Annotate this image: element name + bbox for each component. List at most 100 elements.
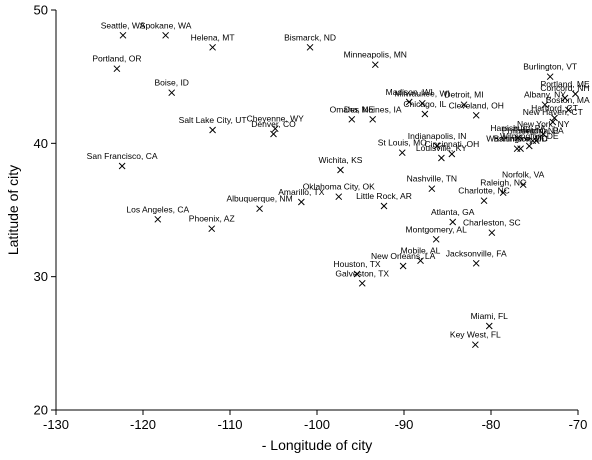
city-point: Cheyenne, WY [247, 114, 304, 133]
city-label: Nashville, TN [407, 174, 457, 184]
city-point: Wilmington, DE [500, 131, 559, 150]
x-marker [561, 94, 569, 102]
city-label: Wilmington, DE [500, 131, 559, 141]
x-marker [168, 89, 176, 97]
city-label: Miami, FL [471, 311, 509, 321]
x-marker [162, 31, 169, 39]
city-point: New Haven, CT [523, 107, 583, 126]
x-marker [546, 73, 554, 81]
city-label: Baltimore, MD [494, 134, 548, 144]
city-point: Milwaukee, WI [395, 88, 450, 107]
city-label: St Louis, MO [378, 138, 428, 148]
city-label: Indianapolis, IN [408, 131, 467, 141]
city-point: Indianapolis, IN [408, 131, 467, 150]
city-point: Portland, ME [541, 79, 590, 98]
city-label: Montgomery, AL [406, 224, 468, 234]
city-label: Milwaukee, WI [395, 88, 450, 98]
city-label: New Orleans, LA [371, 251, 436, 261]
city-label: Cheyenne, WY [247, 114, 304, 124]
x-marker [371, 61, 379, 69]
city-label: Wichita, KS [319, 155, 363, 165]
x-axis-title: - Longitude of city [262, 437, 373, 453]
x-marker [532, 137, 540, 145]
city-label: Albany, NY [524, 90, 566, 100]
city-point: Denver, CO [251, 119, 296, 138]
city-point: Amarillo, TX [278, 187, 325, 206]
city-point: Los Angeles, CA [126, 204, 190, 223]
x-marker [353, 270, 361, 278]
x-marker [306, 43, 314, 51]
city-point: Nashville, TN [407, 174, 457, 193]
city-point: Cleveland, OH [449, 100, 504, 119]
x-marker [428, 185, 436, 193]
x-marker [369, 115, 377, 123]
city-label: Oklahoma City, OK [303, 182, 375, 192]
x-marker [460, 101, 468, 109]
city-label: Norfolk, VA [502, 170, 545, 180]
city-label: Denver, CO [251, 119, 296, 129]
x-tick-label: -100 [304, 417, 330, 432]
x-marker [348, 115, 356, 123]
city-point: St Louis, MO [378, 138, 428, 157]
city-label: Trenton, NJ [514, 126, 558, 136]
city-point: Spokane, WA [140, 20, 192, 39]
x-marker [433, 142, 441, 150]
city-point: Oklahoma City, OK [303, 182, 375, 201]
city-point: Albany, NY [524, 90, 566, 109]
y-axis-ticks: 20 30 40 50 [34, 3, 56, 418]
x-axis-ticks: -130 -120 -110 -100 -90 -80 -70 [43, 410, 587, 432]
city-label: Cleveland, OH [449, 100, 504, 110]
city-point: Detroit, MI [444, 90, 484, 109]
city-label: Boise, ID [154, 78, 189, 88]
x-marker [118, 162, 126, 170]
city-label: Seattle, WA [101, 20, 146, 30]
x-tick-label: -110 [217, 417, 242, 432]
x-marker [525, 142, 533, 150]
city-label: Philadelphia, PA [502, 126, 564, 136]
y-tick-label: 40 [34, 136, 48, 151]
city-label: Key West, FL [450, 330, 501, 340]
x-marker [541, 101, 549, 109]
city-point: Atlanta, GA [431, 207, 475, 226]
city-point: Helena, MT [191, 32, 235, 51]
x-marker [488, 229, 496, 237]
city-point: Albuquerque, NM [227, 194, 293, 213]
city-point: Charlotte, NC [458, 186, 510, 205]
x-marker [471, 341, 479, 349]
city-point: Jacksonville, FA [446, 248, 507, 267]
x-marker [572, 90, 579, 98]
city-point: Burlington, VT [523, 62, 577, 81]
city-point: Chicago, IL [403, 99, 447, 118]
x-marker [513, 145, 521, 153]
city-point: New York, NY [517, 119, 570, 138]
y-axis-title: Latitude of city [5, 165, 21, 255]
x-marker [448, 150, 456, 158]
city-label: Des Moines, IA [344, 104, 402, 114]
city-label: Charleston, SC [463, 218, 521, 228]
city-label: San Francisco, CA [87, 151, 158, 161]
x-marker [271, 125, 279, 133]
city-label: New York, NY [517, 119, 570, 129]
x-marker [270, 130, 277, 138]
x-marker [472, 259, 480, 267]
city-label: Amarillo, TX [278, 187, 324, 197]
city-point: Omaha, NE [330, 104, 374, 123]
x-marker [418, 99, 426, 107]
city-point: Phoenix, AZ [189, 214, 235, 233]
x-tick-label: -80 [482, 417, 501, 432]
x-marker [154, 215, 162, 223]
x-marker [551, 114, 558, 122]
city-point: Concord, NH [540, 83, 590, 102]
city-point: Wichita, KS [319, 155, 363, 174]
city-point: Louisville, KY [416, 143, 467, 162]
x-marker [480, 197, 488, 205]
x-marker [209, 126, 216, 134]
city-label: Albuquerque, NM [227, 194, 293, 204]
city-label: Washington, DC [486, 134, 548, 144]
x-marker [417, 257, 424, 265]
city-label: Boston, MA [546, 95, 590, 105]
x-marker [113, 65, 121, 73]
city-point: Key West, FL [450, 330, 501, 349]
x-marker [297, 198, 305, 206]
